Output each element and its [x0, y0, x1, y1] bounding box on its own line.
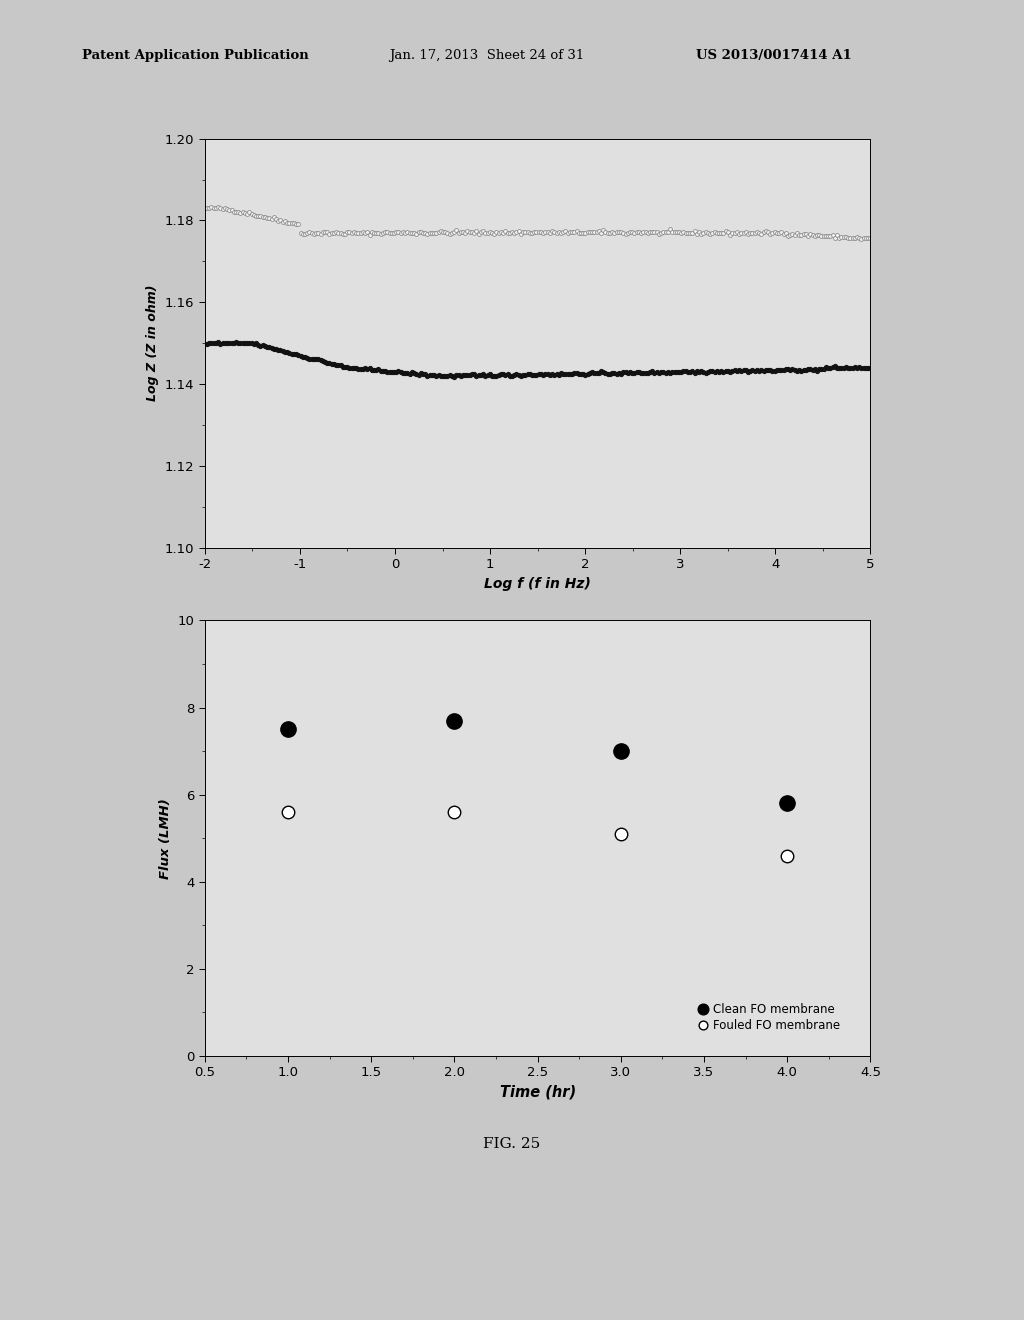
Clean FO membrane: [449, 713, 461, 729]
Clean FO membrane: [614, 743, 627, 759]
X-axis label: Log f (f in Hz): Log f (f in Hz): [484, 577, 591, 591]
Y-axis label: Flux (LMH): Flux (LMH): [159, 797, 172, 879]
Line: Clean FO membrane: Clean FO membrane: [281, 713, 795, 810]
Fouled FO membrane: [781, 847, 794, 863]
Text: Patent Application Publication: Patent Application Publication: [82, 49, 308, 62]
Text: US 2013/0017414 A1: US 2013/0017414 A1: [696, 49, 852, 62]
Legend: Clean FO membrane, Fouled FO membrane: Clean FO membrane, Fouled FO membrane: [695, 998, 845, 1038]
Fouled FO membrane: [282, 804, 294, 820]
Clean FO membrane: [282, 721, 294, 737]
X-axis label: Time (hr): Time (hr): [500, 1085, 575, 1100]
Clean FO membrane: [781, 796, 794, 812]
Fouled FO membrane: [449, 804, 461, 820]
Y-axis label: Log Z (Z in ohm): Log Z (Z in ohm): [146, 285, 159, 401]
Text: Jan. 17, 2013  Sheet 24 of 31: Jan. 17, 2013 Sheet 24 of 31: [389, 49, 585, 62]
Line: Fouled FO membrane: Fouled FO membrane: [282, 805, 794, 862]
Fouled FO membrane: [614, 826, 627, 842]
Text: FIG. 25: FIG. 25: [483, 1138, 541, 1151]
